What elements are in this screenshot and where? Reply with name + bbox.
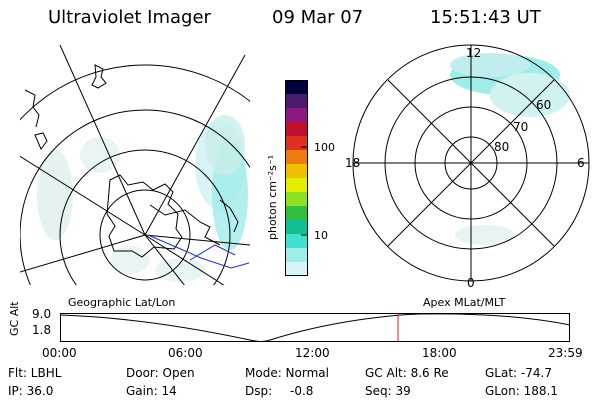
ip-info: IP: 36.0 [8, 384, 54, 398]
color-bar [285, 80, 308, 277]
colorbar-stripe [285, 248, 308, 263]
polar-map-label: Apex MLat/MLT [423, 296, 506, 309]
colorbar-stripe [285, 108, 308, 123]
colorbar-stripe [285, 192, 308, 207]
date-label: 09 Mar 07 [272, 7, 364, 28]
seq-info: Seq: 39 [365, 384, 411, 398]
mlt-label-6: 6 [577, 156, 585, 170]
mlt-label-0: 0 [467, 276, 475, 290]
altitude-ytick-min: 1.8 [32, 323, 52, 337]
lat-label-60: 60 [536, 98, 552, 112]
altitude-xtick-0: 00:00 [42, 346, 77, 360]
colorbar-units: photon cm⁻²s⁻¹ [266, 154, 279, 240]
altitude-plot [59, 313, 571, 342]
polar-map [352, 44, 590, 282]
dsp-label: Dsp: [245, 384, 273, 398]
geographic-map [20, 45, 250, 285]
mlt-label-18: 18 [345, 156, 361, 170]
colorbar-stripe [285, 150, 308, 165]
colorbar-stripe [285, 178, 308, 193]
glon-info: GLon: 188.1 [485, 384, 558, 398]
colorbar-stripe [285, 206, 308, 221]
geo-map-label: Geographic Lat/Lon [68, 296, 176, 309]
colorbar-stripe [285, 262, 308, 277]
mode-info: Mode: Normal [245, 366, 329, 380]
gain-info: Gain: 14 [126, 384, 177, 398]
mlt-label-12: 12 [466, 46, 482, 60]
lat-label-80: 80 [494, 140, 510, 154]
instrument-title: Ultraviolet Imager [48, 7, 211, 28]
altitude-curve [59, 313, 571, 342]
colorbar-stripe [285, 220, 308, 235]
geo-boundary-line-2 [189, 244, 236, 261]
geo-boundary-line [147, 234, 250, 269]
time-label: 15:51:43 UT [430, 7, 541, 28]
altitude-xtick-3: 18:00 [422, 346, 457, 360]
altitude-xtick-2: 12:00 [295, 346, 330, 360]
colorbar-tick-10: 10 [314, 229, 328, 242]
altitude-ytick-max: 9.0 [32, 307, 52, 321]
colorbar-stripe [285, 164, 308, 179]
dsp-value: -0.8 [290, 384, 314, 398]
door-info: Door: Open [126, 366, 195, 380]
colorbar-tick-100: 100 [314, 141, 335, 154]
glat-info: GLat: -74.7 [485, 366, 552, 380]
filter-info: Flt: LBHL [8, 366, 62, 380]
lat-label-70: 70 [513, 120, 529, 134]
altitude-ylabel: GC Alt [8, 301, 21, 336]
altitude-xtick-4: 23:59 [548, 346, 583, 360]
colorbar-stripe [285, 94, 308, 109]
altitude-xtick-1: 06:00 [168, 346, 203, 360]
gc-alt-info: GC Alt: 8.6 Re [365, 366, 449, 380]
colorbar-stripe [285, 136, 308, 151]
colorbar-stripe [285, 122, 308, 137]
colorbar-stripe [285, 80, 308, 95]
colorbar-stripe [285, 234, 308, 249]
